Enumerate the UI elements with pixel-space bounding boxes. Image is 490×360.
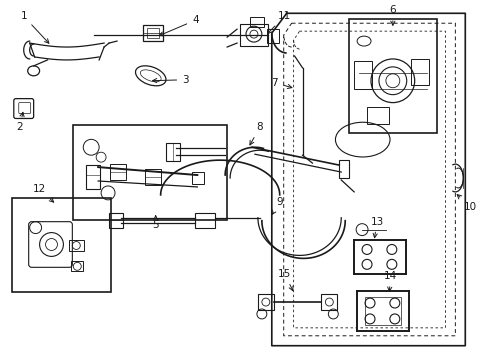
Text: 4: 4 [159, 15, 199, 36]
Bar [72, 261, 83, 271]
Bar [267, 29, 279, 43]
Text: 9: 9 [272, 197, 283, 215]
Text: 2: 2 [17, 112, 24, 132]
Text: 10: 10 [457, 194, 477, 212]
Bar [411, 59, 429, 85]
Bar [147, 28, 159, 38]
Bar [240, 24, 268, 46]
Bar [365, 297, 401, 325]
Text: 3: 3 [152, 75, 189, 85]
Text: 1: 1 [21, 11, 49, 43]
Bar [367, 107, 389, 125]
Bar [349, 19, 437, 133]
Bar [258, 294, 274, 310]
Bar [86, 165, 100, 189]
Bar [109, 213, 123, 228]
Bar [196, 213, 215, 228]
Bar [321, 294, 337, 310]
Bar [110, 164, 126, 180]
Bar [166, 143, 179, 161]
Text: 11: 11 [268, 11, 292, 33]
Bar [74, 125, 227, 220]
Bar [339, 160, 349, 178]
Text: 12: 12 [33, 184, 54, 202]
Text: 15: 15 [278, 269, 293, 291]
Bar [354, 61, 372, 89]
Text: 5: 5 [152, 216, 159, 230]
Text: 13: 13 [370, 217, 384, 238]
Bar [143, 25, 163, 41]
Text: 7: 7 [271, 78, 292, 89]
Bar [70, 239, 84, 251]
Text: 14: 14 [384, 271, 397, 291]
Bar [145, 169, 161, 185]
Bar [193, 172, 204, 184]
Bar [250, 17, 264, 27]
Text: 8: 8 [250, 122, 263, 145]
Bar [12, 198, 111, 292]
Text: 6: 6 [390, 5, 396, 25]
